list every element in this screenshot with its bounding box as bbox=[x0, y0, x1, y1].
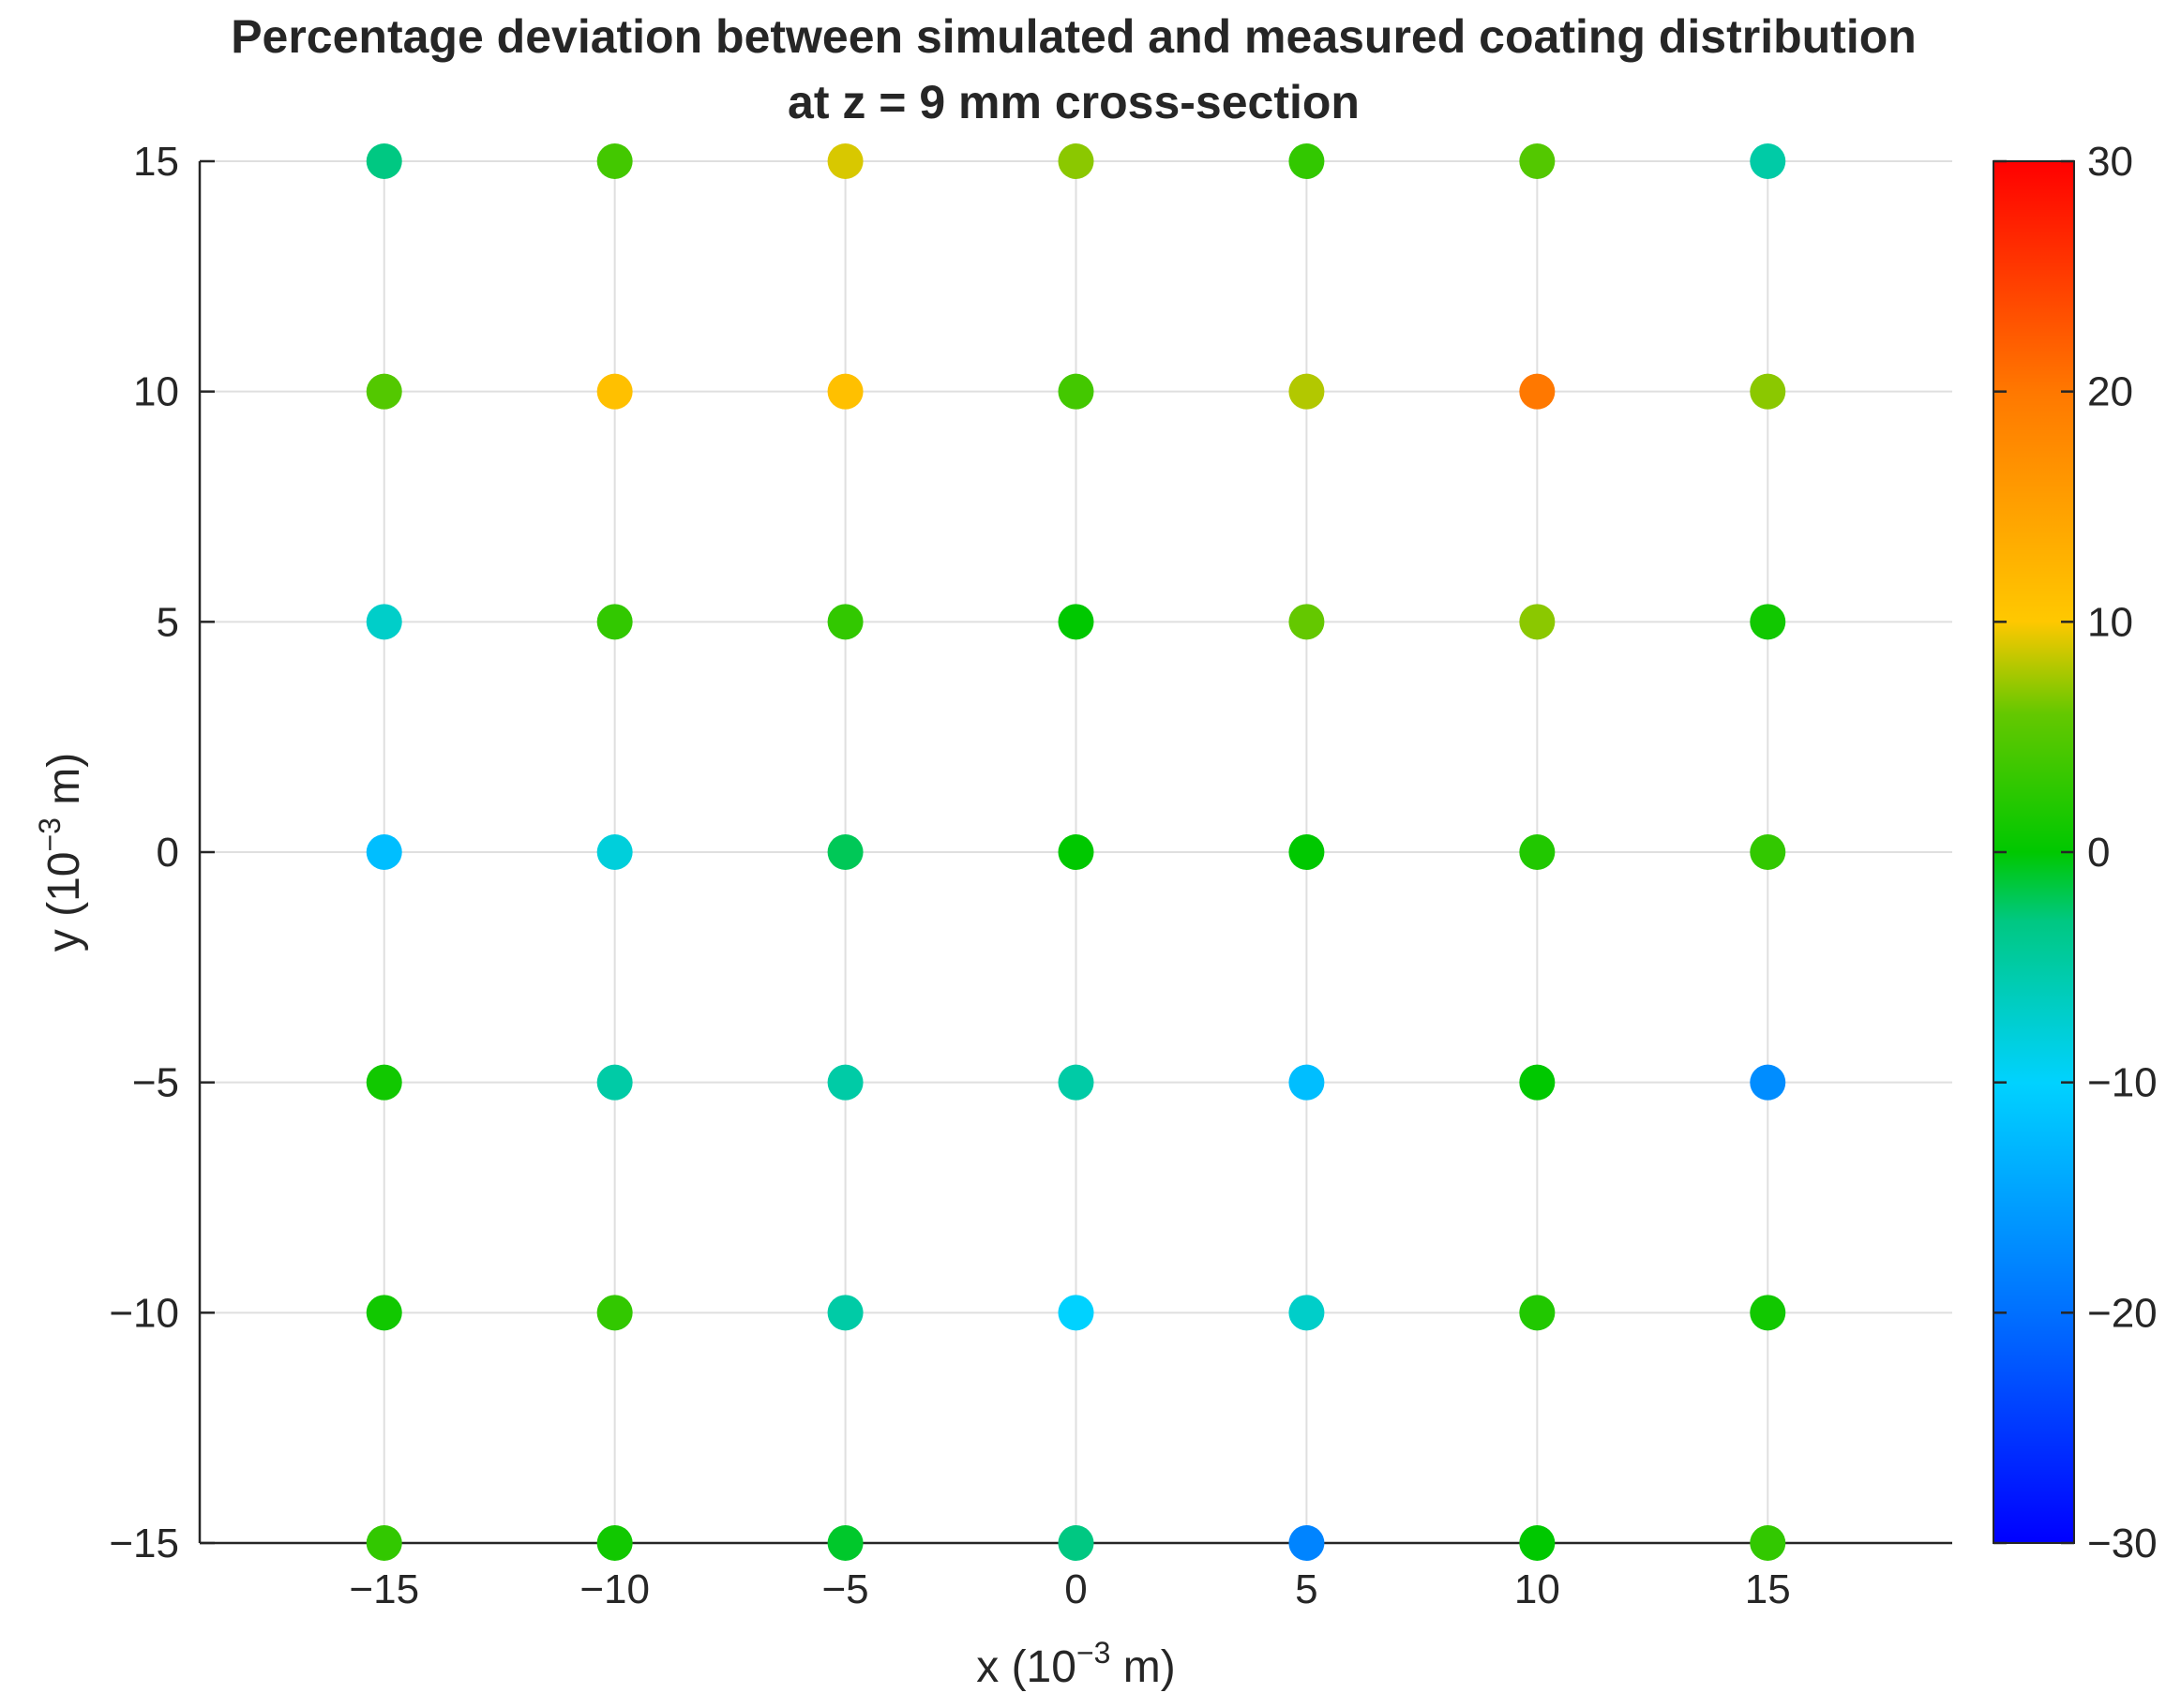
data-point bbox=[1288, 373, 1325, 410]
x-tick-label: −15 bbox=[349, 1566, 419, 1612]
x-tick-label: −10 bbox=[579, 1566, 650, 1612]
data-point bbox=[1288, 834, 1325, 870]
data-point bbox=[1058, 373, 1094, 410]
data-point bbox=[366, 834, 402, 870]
data-point bbox=[1750, 1525, 1786, 1561]
data-point bbox=[1288, 604, 1325, 640]
data-point bbox=[1750, 143, 1786, 179]
data-point bbox=[1288, 1064, 1325, 1101]
y-tick-label: −15 bbox=[109, 1521, 179, 1566]
colorbar-tick-label: −30 bbox=[2087, 1521, 2158, 1566]
data-point bbox=[827, 373, 864, 410]
chart-title: Percentage deviation between simulated a… bbox=[231, 10, 1917, 63]
colorbar-tick-label: −10 bbox=[2087, 1060, 2158, 1106]
data-point bbox=[596, 1064, 633, 1101]
x-tick-label: 5 bbox=[1295, 1566, 1317, 1612]
tick-labels: −15 −10 −5 0 5 10 15 −15 −10 −5 0 5 10 15 bbox=[109, 139, 1790, 1612]
data-point bbox=[1058, 1295, 1094, 1331]
y-tick-label: 10 bbox=[133, 369, 179, 415]
data-point bbox=[827, 1064, 864, 1101]
y-axis-label-exp: −3 bbox=[33, 817, 67, 851]
y-tick-label: −10 bbox=[109, 1290, 179, 1336]
data-point bbox=[827, 834, 864, 870]
data-point bbox=[596, 1525, 633, 1561]
colorbar-tick-label: 0 bbox=[2087, 830, 2110, 876]
data-point bbox=[596, 373, 633, 410]
y-tick-label: 0 bbox=[157, 830, 179, 876]
data-point bbox=[1058, 604, 1094, 640]
data-point bbox=[1519, 604, 1556, 640]
colorbar-tick-label: −20 bbox=[2087, 1290, 2158, 1336]
x-axis-label-exp: −3 bbox=[1076, 1636, 1110, 1670]
data-point bbox=[1519, 1064, 1556, 1101]
data-point bbox=[827, 1295, 864, 1331]
data-point bbox=[1519, 834, 1556, 870]
data-point bbox=[1750, 834, 1786, 870]
data-point bbox=[596, 143, 633, 179]
chart-subtitle: at z = 9 mm cross-section bbox=[788, 76, 1360, 128]
y-tick-label: −5 bbox=[132, 1060, 179, 1106]
colorbar-tick-label: 30 bbox=[2087, 139, 2133, 185]
x-axis-label: x (10−3 m) bbox=[976, 1636, 1176, 1692]
data-point bbox=[366, 1064, 402, 1101]
data-point bbox=[1058, 143, 1094, 179]
data-point bbox=[1288, 143, 1325, 179]
data-point bbox=[1750, 373, 1786, 410]
data-point bbox=[596, 604, 633, 640]
y-tick-label: 15 bbox=[133, 139, 179, 185]
data-point bbox=[596, 1295, 633, 1331]
y-axis-label-unit: m) bbox=[39, 753, 89, 817]
x-axis-label-unit: m) bbox=[1110, 1642, 1175, 1692]
data-point bbox=[1519, 373, 1556, 410]
data-point bbox=[1058, 1525, 1094, 1561]
y-tick-label: 5 bbox=[157, 599, 179, 645]
data-point bbox=[366, 1295, 402, 1331]
data-point bbox=[366, 604, 402, 640]
data-point bbox=[827, 604, 864, 640]
data-point bbox=[1750, 1064, 1786, 1101]
x-tick-label: 10 bbox=[1514, 1566, 1560, 1612]
x-tick-label: −5 bbox=[821, 1566, 868, 1612]
colorbar-tick-label: 10 bbox=[2087, 599, 2133, 645]
x-axis-label-base: x (10 bbox=[976, 1642, 1076, 1692]
colorbar-gradient bbox=[1993, 160, 2075, 1544]
data-point bbox=[827, 143, 864, 179]
colorbar-tick-label: 20 bbox=[2087, 369, 2133, 415]
data-point bbox=[366, 143, 402, 179]
data-point bbox=[1058, 834, 1094, 870]
data-point bbox=[366, 373, 402, 410]
x-tick-label: 0 bbox=[1064, 1566, 1087, 1612]
data-point bbox=[1750, 1295, 1786, 1331]
data-point bbox=[1288, 1295, 1325, 1331]
y-axis-label-base: y (10 bbox=[39, 852, 89, 952]
data-point bbox=[1519, 1295, 1556, 1331]
data-point bbox=[1058, 1064, 1094, 1101]
data-point bbox=[1519, 1525, 1556, 1561]
data-point bbox=[1750, 604, 1786, 640]
data-point bbox=[596, 834, 633, 870]
data-points bbox=[366, 143, 1786, 1561]
data-point bbox=[1288, 1525, 1325, 1561]
x-tick-label: 15 bbox=[1745, 1566, 1791, 1612]
data-point bbox=[366, 1525, 402, 1561]
y-axis-label: y (10−3 m) bbox=[33, 753, 89, 952]
colorbar: −30 −20 −10 0 10 20 30 bbox=[1993, 139, 2158, 1566]
data-point bbox=[1519, 143, 1556, 179]
data-point bbox=[827, 1525, 864, 1561]
